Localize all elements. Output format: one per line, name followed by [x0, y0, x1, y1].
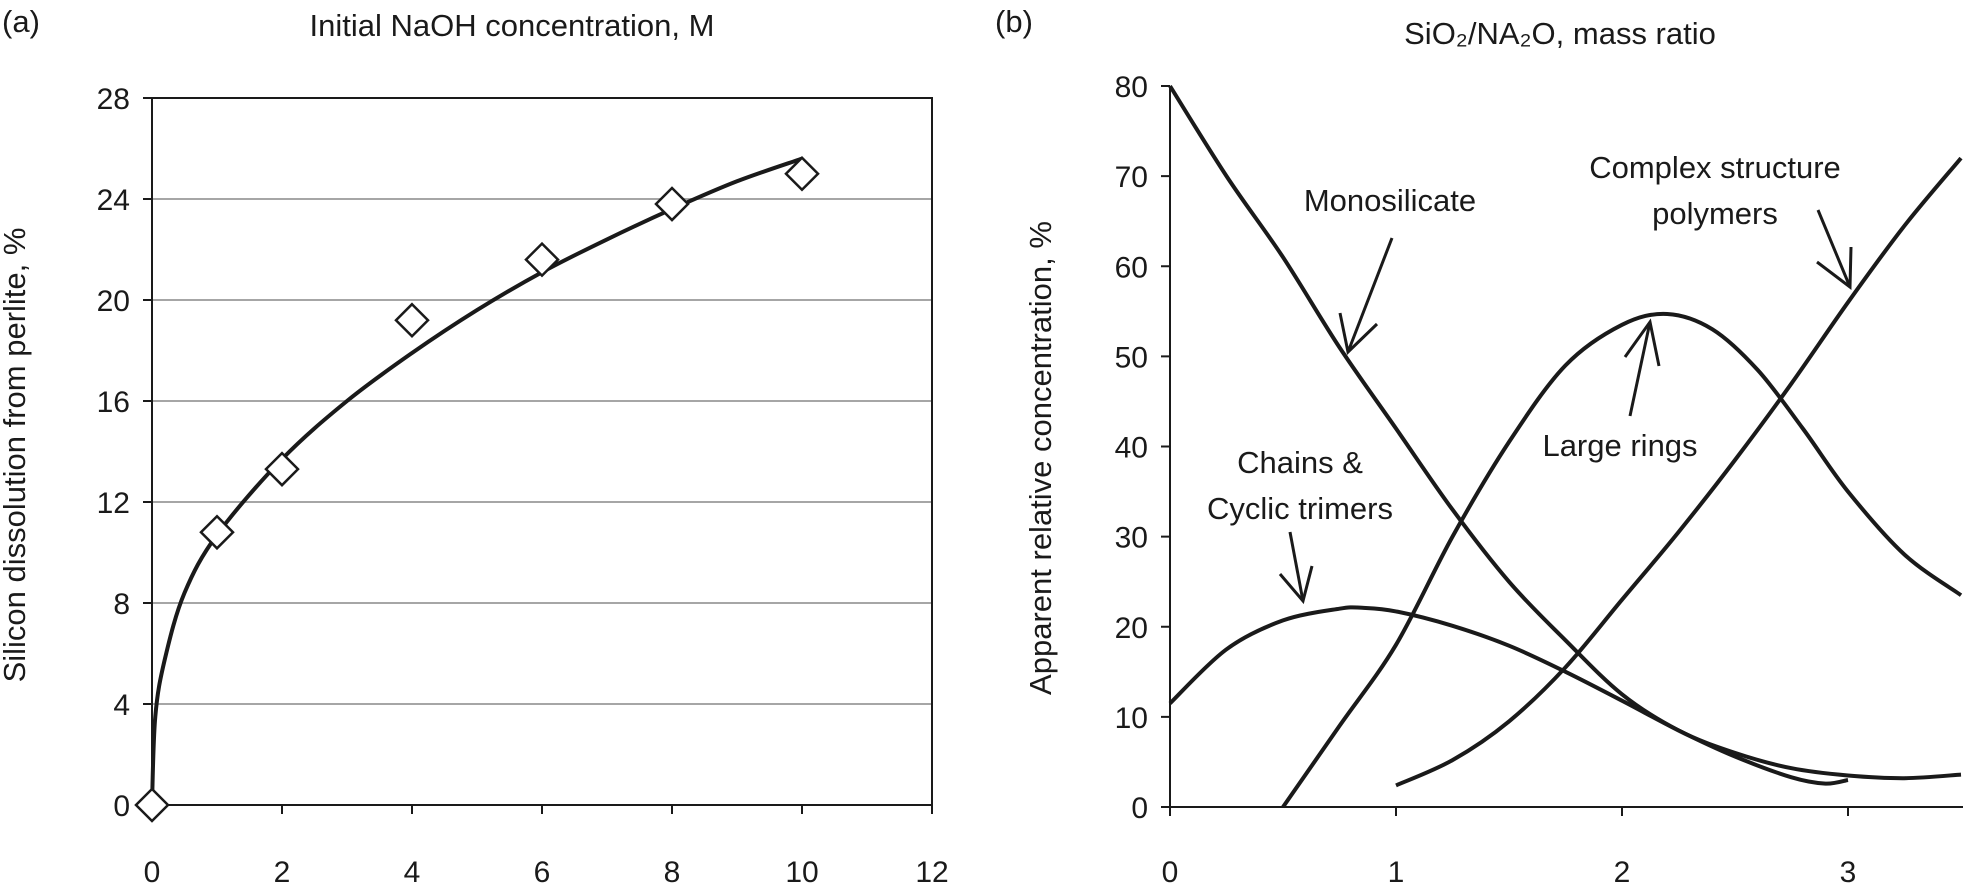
panel-a-x-tick-label: 8 — [664, 856, 681, 888]
series-line-monosilicate — [1168, 84, 1962, 781]
panel-a-label: (a) — [2, 4, 40, 39]
panel-b-y-tick-label: 10 — [1115, 702, 1148, 735]
annotation-large-rings: Large rings — [1542, 428, 1697, 463]
panel-a-x-tick-label: 2 — [274, 856, 291, 888]
panel-b-x-tick-label: 3 — [1840, 856, 1857, 888]
panel-b-y-tick-label: 30 — [1115, 522, 1148, 555]
panel-a-x-tick-label: 6 — [534, 856, 551, 888]
panel-a-chart: (a) Initial NaOH concentration, M Silico… — [0, 4, 949, 888]
panel-b-y-axis-label: Apparent relative concentration, % — [1023, 221, 1058, 695]
panel-b-y-tick-label: 50 — [1115, 341, 1148, 374]
arrow-chains — [1278, 531, 1314, 605]
panel-b-y-tick-label: 40 — [1115, 432, 1148, 465]
panel-a-y-tick-label: 0 — [113, 790, 130, 823]
panel-b-series-lines — [1168, 84, 1963, 809]
panel-a-y-tick-label: 24 — [97, 184, 130, 217]
panel-a-title: Initial NaOH concentration, M — [310, 8, 715, 43]
panel-a-x-tick-label: 0 — [144, 856, 161, 888]
panel-b-y-tick-label: 0 — [1131, 792, 1148, 825]
arrow-complex-polymers — [1816, 209, 1853, 290]
annotation-chains-line1: Chains & — [1237, 445, 1363, 480]
diamond-data-point — [134, 787, 170, 823]
panel-a-x-tick-label: 10 — [785, 856, 818, 888]
panel-a-y-tick-label: 12 — [97, 487, 130, 520]
panel-a-x-tick-label: 12 — [915, 856, 948, 888]
panel-a-y-axis-label: Silicon dissolution from perlite, % — [0, 228, 32, 683]
annotation-chains-line2: Cyclic trimers — [1207, 491, 1393, 526]
series-line-large-rings — [1281, 311, 1963, 809]
diamond-data-point — [784, 155, 820, 192]
arrow-monosilicate — [1338, 237, 1394, 355]
panel-a-fit-curve — [150, 156, 803, 806]
panel-a-y-ticks: 0 4 8 12 16 20 24 28 — [97, 83, 152, 823]
annotation-complex-polymers-line1: Complex structure — [1589, 150, 1841, 185]
annotation-monosilicate: Monosilicate — [1304, 183, 1476, 218]
panel-b-y-ticks: 0 10 20 30 40 50 60 70 80 — [1115, 71, 1170, 825]
diamond-data-point — [394, 302, 430, 338]
panel-a-y-tick-label: 4 — [113, 689, 130, 722]
panel-a-y-tick-label: 16 — [97, 386, 130, 419]
arrow-large-rings — [1623, 318, 1661, 417]
series-line-chains-cyclic-trimers — [1168, 605, 1849, 786]
diamond-data-point — [524, 241, 560, 278]
panel-a-gridlines — [152, 198, 932, 705]
panel-a-y-tick-label: 8 — [113, 588, 130, 621]
panel-b-chart: (b) SiO₂/NA₂O, mass ratio Apparent relat… — [995, 4, 1963, 888]
series-line-complex-structure-polymers — [1395, 156, 1963, 788]
panel-b-label: (b) — [995, 4, 1033, 39]
panel-b-x-tick-label: 1 — [1388, 856, 1405, 888]
panel-a-y-tick-label: 28 — [97, 83, 130, 116]
panel-b-x-ticks: 0 1 2 3 — [1162, 807, 1857, 888]
diamond-data-point — [654, 186, 690, 222]
panel-b-title: SiO₂/NA₂O, mass ratio — [1404, 16, 1716, 51]
panel-a-x-ticks: 0 2 4 6 8 10 12 — [144, 805, 949, 888]
panel-b-y-tick-label: 60 — [1115, 251, 1148, 284]
panel-b-y-tick-label: 70 — [1115, 161, 1148, 194]
diamond-data-point — [199, 514, 235, 551]
panel-b-y-tick-label: 20 — [1115, 612, 1148, 645]
panel-a-data-points — [134, 155, 820, 823]
panel-b-y-tick-label: 80 — [1115, 71, 1148, 104]
panel-a-plot-frame — [151, 97, 933, 806]
annotation-complex-polymers-line2: polymers — [1652, 196, 1778, 231]
panel-a-x-tick-label: 4 — [404, 856, 421, 888]
panel-b-x-tick-label: 0 — [1162, 856, 1179, 888]
diamond-data-point — [264, 451, 300, 487]
panel-a-y-tick-label: 20 — [97, 285, 130, 318]
panel-b-x-tick-label: 2 — [1614, 856, 1631, 888]
